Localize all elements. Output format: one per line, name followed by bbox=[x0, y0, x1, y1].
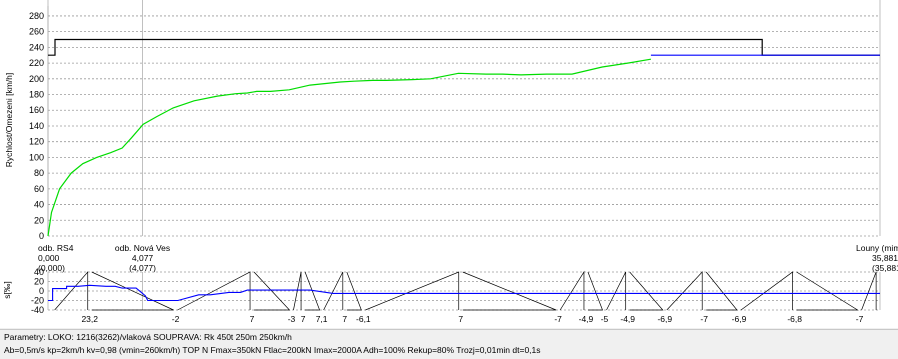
gradient-segment bbox=[323, 271, 344, 311]
gradient-label: -3 bbox=[288, 314, 296, 324]
profile-y-tick-label: 40 bbox=[34, 267, 44, 277]
profile-grid bbox=[48, 271, 880, 311]
gradient-label: 7 bbox=[250, 314, 255, 324]
gradient-segment bbox=[462, 271, 557, 311]
gradient-label: 23,2 bbox=[81, 314, 98, 324]
station-km: 4,077 bbox=[132, 253, 154, 263]
chart-frame: 0 20 40 60 80 100 120 140 160 180 200 220 240 260 280 … bbox=[0, 0, 898, 328]
speed-y-tick-label: 240 bbox=[29, 42, 44, 52]
profile-y-tick-label: -20 bbox=[31, 296, 44, 306]
station-name: odb. RS4 bbox=[38, 243, 74, 253]
profile-y-tick-label: 20 bbox=[34, 277, 44, 287]
station-km-alt: (35,881) bbox=[872, 263, 898, 273]
speed-y-axis-label: Rychlost/Omezeni [km/h] bbox=[4, 73, 14, 167]
speed-y-tick-label: 200 bbox=[29, 74, 44, 84]
speed-y-tick-label: 220 bbox=[29, 58, 44, 68]
profile-y-tick-label: 0 bbox=[39, 286, 44, 296]
gradient-label: -6,1 bbox=[356, 314, 371, 324]
speed-y-tick-label: 120 bbox=[29, 137, 44, 147]
gradient-label: -4,9 bbox=[620, 314, 635, 324]
profile-series-line-0 bbox=[48, 284, 880, 302]
speed-y-tick-label: 80 bbox=[34, 168, 44, 178]
gradient-label: -7 bbox=[554, 314, 562, 324]
gradient-segment bbox=[293, 271, 302, 311]
gradient-segment bbox=[740, 271, 793, 311]
gradient-segment bbox=[346, 271, 362, 311]
gradient-label: -7 bbox=[700, 314, 708, 324]
gradient-segment bbox=[365, 271, 460, 311]
speed-chart: 020406080100120140160180200220240260280 … bbox=[4, 0, 881, 240]
profile-y-axis-label: s[‰] bbox=[2, 281, 12, 298]
speed-y-tick-label: 20 bbox=[34, 215, 44, 225]
gradient-segment bbox=[861, 271, 877, 311]
gradient-label: -2 bbox=[172, 314, 180, 324]
gradient-label: -4,9 bbox=[579, 314, 594, 324]
speed-y-tick-label: 140 bbox=[29, 121, 44, 131]
profile-series bbox=[48, 284, 880, 302]
speed-y-tick-label: 100 bbox=[29, 152, 44, 162]
gradient-segment bbox=[559, 270, 585, 311]
gradient-segment bbox=[304, 271, 321, 311]
gradient-segment bbox=[587, 271, 604, 311]
gradient-segment bbox=[54, 271, 89, 311]
station-km: 35,881 bbox=[872, 253, 898, 263]
speed-series-line-1 bbox=[47, 58, 651, 237]
gradient-label: 7 bbox=[342, 314, 347, 324]
speed-y-tick-label: 260 bbox=[29, 27, 44, 37]
speed-y-ticks: 0 20 40 60 80 100 120 140 160 180 200 220 240 260 280 bbox=[29, 11, 44, 240]
gradient-label: 7 bbox=[458, 314, 463, 324]
status-parameters: Parametry: LOKO: 1216(3262)/vlaková SOUP… bbox=[4, 332, 292, 342]
station-km-alt: (0,000) bbox=[38, 263, 65, 273]
gradient-label: 7,1 bbox=[316, 314, 328, 324]
gradient-label: 7 bbox=[301, 314, 306, 324]
profile-y-tick-label: -40 bbox=[31, 305, 44, 315]
gradient-label: -5 bbox=[601, 314, 609, 324]
station-km: 0,000 bbox=[38, 253, 60, 263]
gradient-segment bbox=[606, 271, 627, 311]
status-bar: Parametry: LOKO: 1216(3262)/vlaková SOUP… bbox=[0, 329, 898, 359]
gradient-segment bbox=[796, 271, 859, 311]
speed-y-tick-label: 180 bbox=[29, 90, 44, 100]
profile-station-lines bbox=[47, 272, 881, 310]
speed-y-tick-label: 0 bbox=[39, 231, 44, 240]
speed-y-tick-label: 280 bbox=[29, 11, 44, 21]
speed-series bbox=[47, 38, 880, 237]
gradient-segment bbox=[666, 271, 703, 311]
gradient-label: -7 bbox=[856, 314, 864, 324]
gradient-label: -6,8 bbox=[787, 314, 802, 324]
gradient-segment bbox=[253, 271, 291, 311]
gradient-segment bbox=[629, 271, 664, 311]
speed-y-tick-label: 40 bbox=[34, 200, 44, 210]
station-km-alt: (4,077) bbox=[129, 263, 156, 273]
gradient-segment bbox=[91, 271, 174, 311]
status-settings: Ab=0,5m/s kp=2km/h kv=0,98 (vmin=260km/h… bbox=[4, 345, 541, 355]
station-name: odb. Nová Ves bbox=[115, 243, 170, 253]
gradient-label: -6,9 bbox=[657, 314, 672, 324]
gradient-sawtooth bbox=[54, 270, 877, 311]
speed-y-tick-label: 60 bbox=[34, 184, 44, 194]
station-name: Louny (mimo bbox=[856, 243, 898, 253]
gradient-labels: 23,2 -2 7 -3 7 7,1 7 -6,1 7 -7 -4,9 -5 -4,9 -6,9 -7 -6,… bbox=[81, 314, 863, 324]
gradient-label: -6,9 bbox=[732, 314, 747, 324]
speed-y-tick-label: 160 bbox=[29, 105, 44, 115]
gradient-segment bbox=[705, 271, 738, 311]
gradient-segment bbox=[177, 271, 251, 311]
